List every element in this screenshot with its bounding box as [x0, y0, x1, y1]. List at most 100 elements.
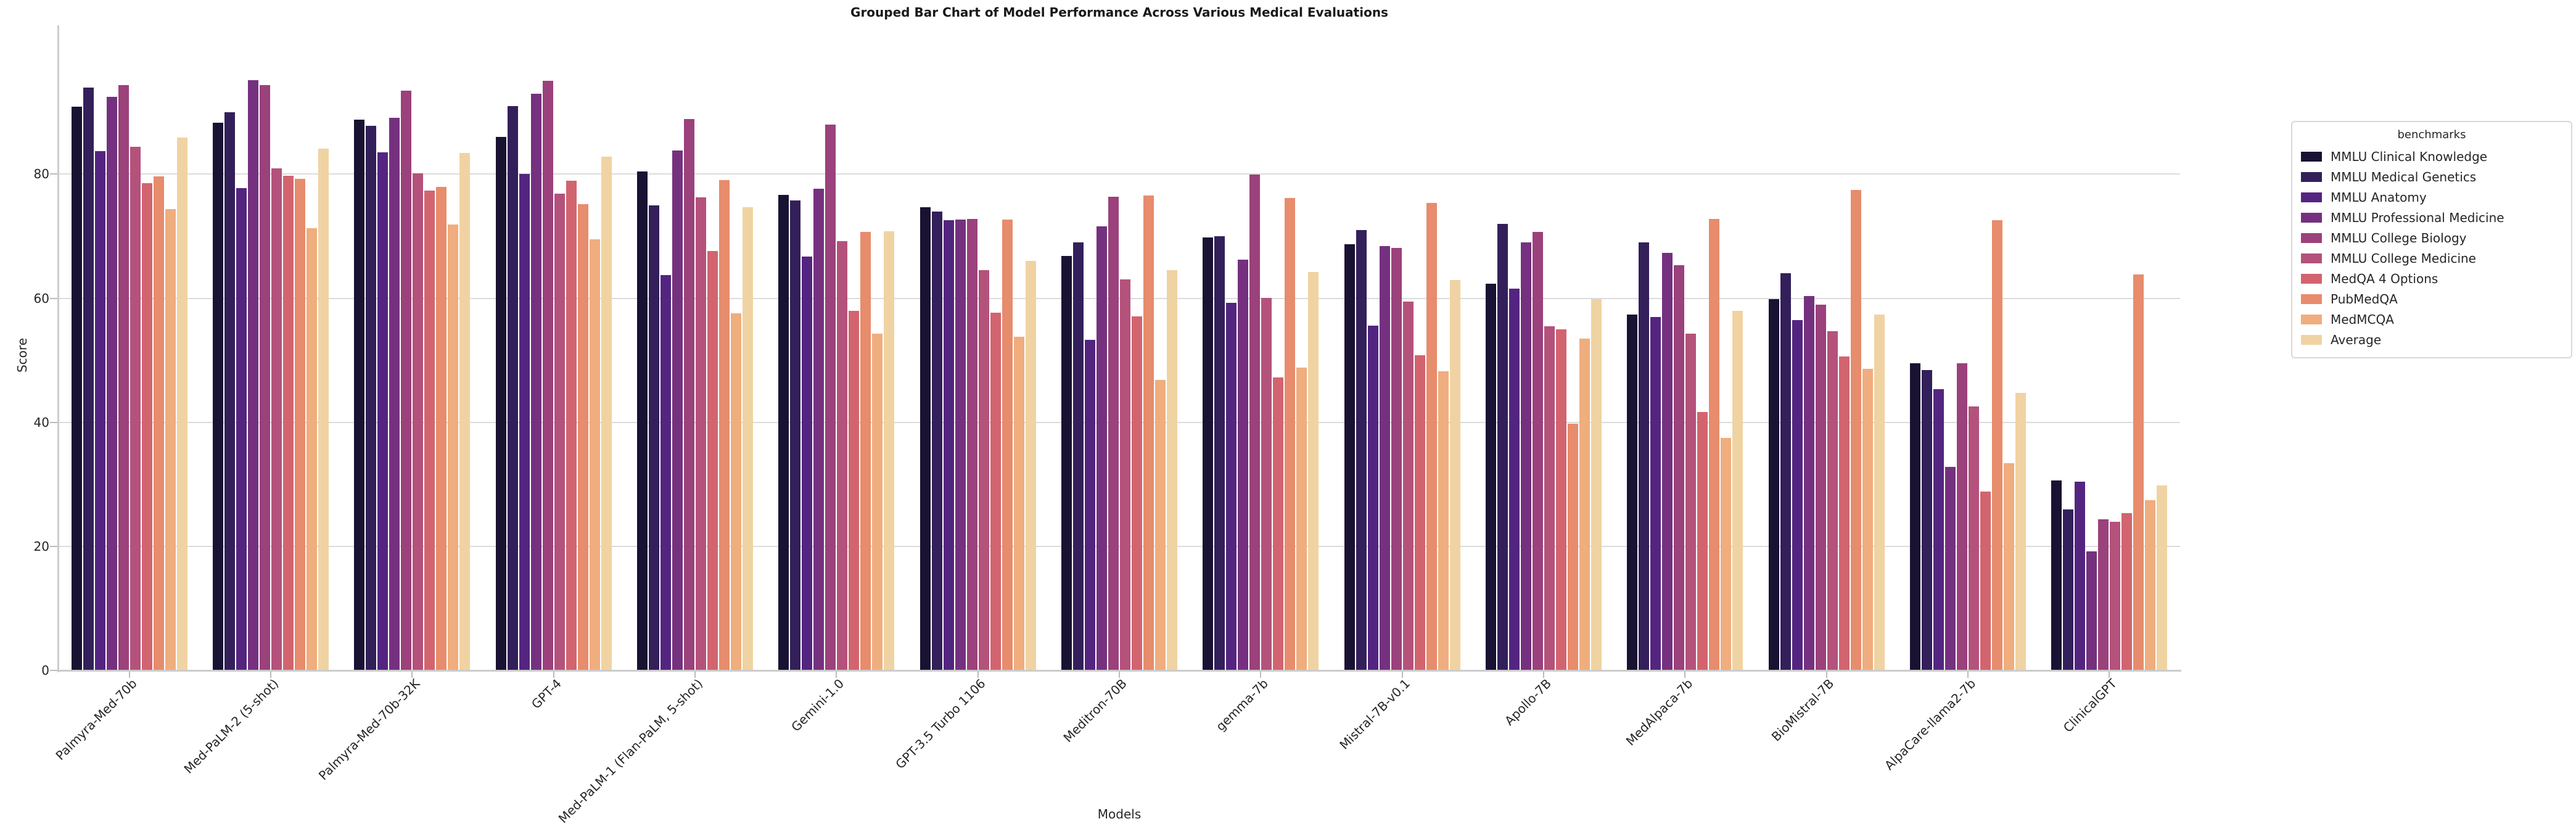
- bar: [1579, 338, 1590, 670]
- bar-group: [2039, 25, 2180, 670]
- legend-item: MedMCQA: [2301, 309, 2562, 329]
- bar: [1273, 377, 1284, 670]
- legend-label: MedMCQA: [2331, 311, 2394, 327]
- y-axis-spine: [57, 25, 59, 672]
- x-tick-mark: [1825, 672, 1827, 678]
- bar: [1438, 371, 1449, 670]
- bar: [519, 174, 530, 670]
- bar: [306, 228, 317, 670]
- bar: [1084, 339, 1095, 670]
- bar: [1061, 256, 1072, 670]
- bar: [212, 122, 223, 670]
- bar: [413, 173, 424, 670]
- bar: [2015, 393, 2026, 670]
- bar: [742, 207, 753, 670]
- y-tick-mark: [50, 421, 57, 423]
- x-axis-spine: [57, 670, 2181, 672]
- x-tick-label: Mistral-7B-v0.1: [1336, 676, 1413, 752]
- x-tick-mark: [2109, 672, 2110, 678]
- y-tick-mark: [50, 670, 57, 671]
- y-tick-label: 80: [33, 167, 49, 182]
- bar: [1862, 369, 1873, 670]
- gridline: [59, 545, 2180, 547]
- bar: [1697, 411, 1708, 670]
- legend-swatch: [2301, 171, 2322, 182]
- bar: [1391, 248, 1402, 670]
- legend-label: PubMedQA: [2331, 291, 2398, 307]
- bar: [1402, 301, 1414, 670]
- bar: [459, 153, 471, 670]
- bar: [1532, 231, 1543, 670]
- x-tick-label: Med-PaLM-2 (5-shot): [181, 676, 281, 776]
- legend-label: Average: [2331, 332, 2382, 347]
- bar: [1627, 314, 1638, 670]
- legend-title: benchmarks: [2397, 128, 2466, 141]
- bar: [1944, 467, 1956, 670]
- bar: [1933, 389, 1944, 670]
- x-tick-mark: [977, 672, 979, 678]
- bar: [224, 112, 235, 670]
- chart-title: Grouped Bar Chart of Model Performance A…: [850, 5, 1388, 20]
- bar: [978, 270, 989, 670]
- bar: [1921, 370, 1932, 670]
- bar: [636, 171, 648, 670]
- bar: [318, 149, 329, 670]
- legend-swatch: [2301, 212, 2322, 223]
- bar: [1685, 333, 1697, 670]
- y-tick-label: 0: [41, 663, 49, 678]
- legend-item: MMLU Medical Genetics: [2301, 167, 2562, 187]
- legend-item: MedQA 4 Options: [2301, 268, 2562, 289]
- bar: [2003, 463, 2014, 670]
- x-tick-mark: [694, 672, 696, 678]
- bar: [94, 151, 105, 670]
- bar: [1567, 423, 1578, 670]
- bar: [1367, 325, 1378, 670]
- bar: [672, 150, 683, 670]
- legend-swatch: [2301, 151, 2322, 162]
- bar-group: [1897, 25, 2038, 670]
- bar: [83, 87, 94, 670]
- bar: [1991, 220, 2002, 670]
- bar-group: [1048, 25, 1190, 670]
- bar-group: [1756, 25, 1897, 670]
- bar: [2157, 485, 2168, 670]
- x-tick-label: Palmyra-Med-70b: [52, 676, 140, 764]
- bar-group: [1190, 25, 1331, 670]
- legend-label: MMLU Medical Genetics: [2331, 169, 2477, 184]
- bar: [1166, 270, 1177, 670]
- bar: [1838, 356, 1850, 670]
- gridline: [59, 297, 2180, 299]
- bar: [1025, 261, 1036, 670]
- bar: [1449, 280, 1460, 670]
- bar-group: [342, 25, 483, 670]
- bar: [530, 93, 541, 670]
- bar: [118, 84, 129, 670]
- legend-swatch: [2301, 314, 2322, 324]
- bar: [1956, 363, 1967, 670]
- x-tick-label: BioMistral-7B: [1769, 676, 1837, 744]
- bar: [424, 190, 435, 670]
- bar-group: [483, 25, 624, 670]
- bar: [554, 193, 565, 670]
- bar: [2075, 482, 2086, 670]
- bar: [837, 241, 848, 670]
- bar: [966, 218, 977, 670]
- bar: [718, 180, 730, 670]
- bar: [1296, 368, 1307, 670]
- bar: [1721, 437, 1732, 670]
- legend-label: MMLU College Biology: [2331, 230, 2467, 245]
- legend-item: MMLU Anatomy: [2301, 187, 2562, 207]
- gridline: [59, 173, 2180, 175]
- legend: benchmarks MMLU Clinical Knowledge MMLU M…: [2291, 121, 2572, 358]
- legend-item: Average: [2301, 329, 2562, 350]
- bar: [2086, 551, 2097, 670]
- x-tick-mark: [553, 672, 554, 678]
- x-tick-mark: [1119, 672, 1120, 678]
- legend-label: MMLU Professional Medicine: [2331, 210, 2504, 225]
- bar: [730, 313, 741, 670]
- bar: [236, 187, 247, 670]
- legend-items: MMLU Clinical Knowledge MMLU Medical Gene…: [2301, 146, 2562, 350]
- bar: [931, 211, 942, 670]
- bar: [366, 125, 377, 670]
- bar: [943, 220, 954, 670]
